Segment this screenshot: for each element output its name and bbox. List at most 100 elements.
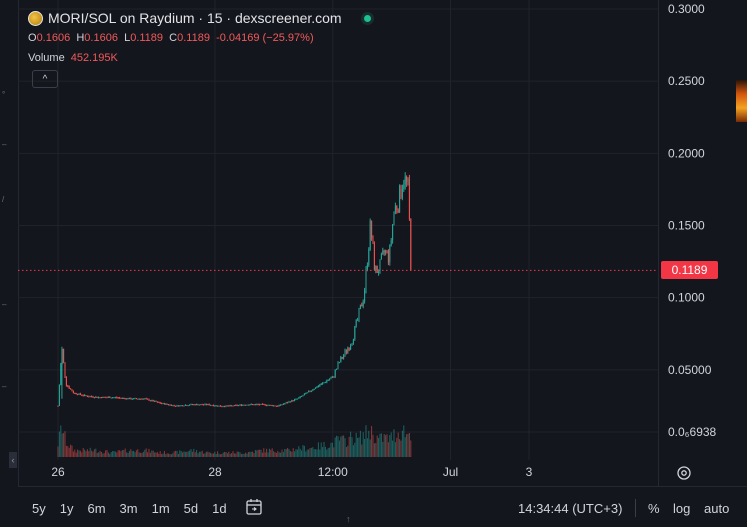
candle-body <box>140 398 142 400</box>
volume-bar <box>263 448 265 457</box>
last-price-tag: 0.1189 <box>661 261 718 280</box>
candle-body <box>362 301 364 307</box>
range-1d[interactable]: 1d <box>212 501 227 516</box>
volume-bar <box>196 450 198 457</box>
candle-body <box>410 218 412 271</box>
candle-body <box>309 391 311 393</box>
volume-bar <box>273 451 275 457</box>
volume-bar <box>378 437 380 457</box>
volume-bar <box>214 451 216 457</box>
candle-body <box>271 405 273 407</box>
candle-body <box>219 405 221 407</box>
y-tick-label: 0.1500 <box>668 219 705 233</box>
volume-bar <box>341 435 343 457</box>
volume-bar <box>249 451 251 457</box>
volume-bar <box>155 452 157 457</box>
candle-body <box>337 362 339 369</box>
volume-bar <box>123 450 125 457</box>
candle-body <box>198 404 200 406</box>
volume-bar <box>208 452 210 457</box>
volume-bar <box>173 451 175 457</box>
candle-body <box>327 380 329 382</box>
volume-bar <box>354 442 356 457</box>
candle-body <box>117 397 119 399</box>
candle-body <box>82 395 84 397</box>
volume-bar <box>389 435 391 457</box>
volume-bar <box>166 453 168 457</box>
volume-bar <box>278 452 280 457</box>
volume-bar <box>180 450 182 457</box>
candle-body <box>156 401 158 403</box>
volume-bar <box>91 450 93 457</box>
candle-body <box>238 405 240 407</box>
volume-bar <box>133 450 135 457</box>
collapse-legend-button[interactable]: ^ <box>32 70 58 88</box>
candle-body <box>379 259 381 273</box>
price-chart[interactable]: 0.3000 0.2500 0.2000 0.1500 0.1000 0.05000 0.0… <box>18 0 747 486</box>
volume-bar <box>161 454 163 457</box>
price-change: -0.04169 (−25.97%) <box>216 32 314 44</box>
volume-bar <box>281 449 283 457</box>
candle-body <box>165 403 167 405</box>
candle-body <box>141 398 143 400</box>
candle-body <box>229 405 231 407</box>
auto-scale-toggle[interactable]: auto <box>704 501 730 516</box>
gear-icon[interactable] <box>675 464 693 482</box>
volume-bar <box>390 432 392 457</box>
candle-body <box>190 404 192 406</box>
candle-body <box>336 368 338 370</box>
log-toggle[interactable]: log <box>673 501 691 516</box>
candle-body <box>357 319 359 321</box>
volume-bar <box>362 432 364 457</box>
candle-body <box>81 394 83 396</box>
candle-body <box>235 405 237 407</box>
candle-body <box>72 391 74 393</box>
volume-bar <box>142 451 144 457</box>
range-1y[interactable]: 1y <box>59 501 74 516</box>
candle-body <box>113 397 115 399</box>
x-tick-label: 12:00 <box>318 465 348 479</box>
candle-body <box>64 362 66 377</box>
range-5y[interactable]: 5y <box>32 501 46 516</box>
range-3m[interactable]: 3m <box>119 501 138 516</box>
candle-body <box>119 397 121 399</box>
percent-toggle[interactable]: % <box>648 501 660 516</box>
candle-body <box>231 405 233 407</box>
collapse-arrow-icon[interactable]: ‹ <box>9 452 17 468</box>
grid <box>18 0 658 460</box>
volume-bar <box>65 445 67 457</box>
volume-bar <box>238 451 240 457</box>
candle-body <box>93 397 95 399</box>
candle-body <box>394 206 396 212</box>
volume-bar <box>406 434 408 457</box>
range-5d[interactable]: 5d <box>183 501 199 516</box>
time-readout[interactable]: 14:34:44 (UTC+3) <box>518 501 623 516</box>
candle-body <box>344 350 346 356</box>
volume-bar <box>119 450 121 457</box>
volume-bar <box>259 449 261 457</box>
volume-bar <box>337 436 339 457</box>
candle-body <box>285 402 287 404</box>
candle-body <box>275 405 277 407</box>
volume-bar <box>357 437 359 457</box>
volume-bar <box>340 436 342 457</box>
volume-bar <box>359 430 361 457</box>
volume-bar <box>84 449 86 457</box>
candle-body <box>372 238 374 244</box>
x-tick-label: 3 <box>526 465 533 479</box>
candle-body <box>277 405 279 407</box>
volume-bar <box>137 449 139 457</box>
candle-body <box>256 404 258 406</box>
candle-body <box>107 396 109 398</box>
symbol-title[interactable]: MORI/SOL on Raydium · 15 · dexscreener.c… <box>48 10 342 26</box>
candle-body <box>261 403 263 405</box>
calendar-range-icon[interactable] <box>244 497 264 517</box>
volume-bar <box>323 441 325 457</box>
volume-bar <box>343 435 345 457</box>
range-6m[interactable]: 6m <box>87 501 106 516</box>
candle-body <box>200 404 202 406</box>
volume-bar <box>163 450 165 457</box>
range-1m[interactable]: 1m <box>151 501 170 516</box>
candle-body <box>340 356 342 363</box>
volume-bar <box>347 445 349 457</box>
